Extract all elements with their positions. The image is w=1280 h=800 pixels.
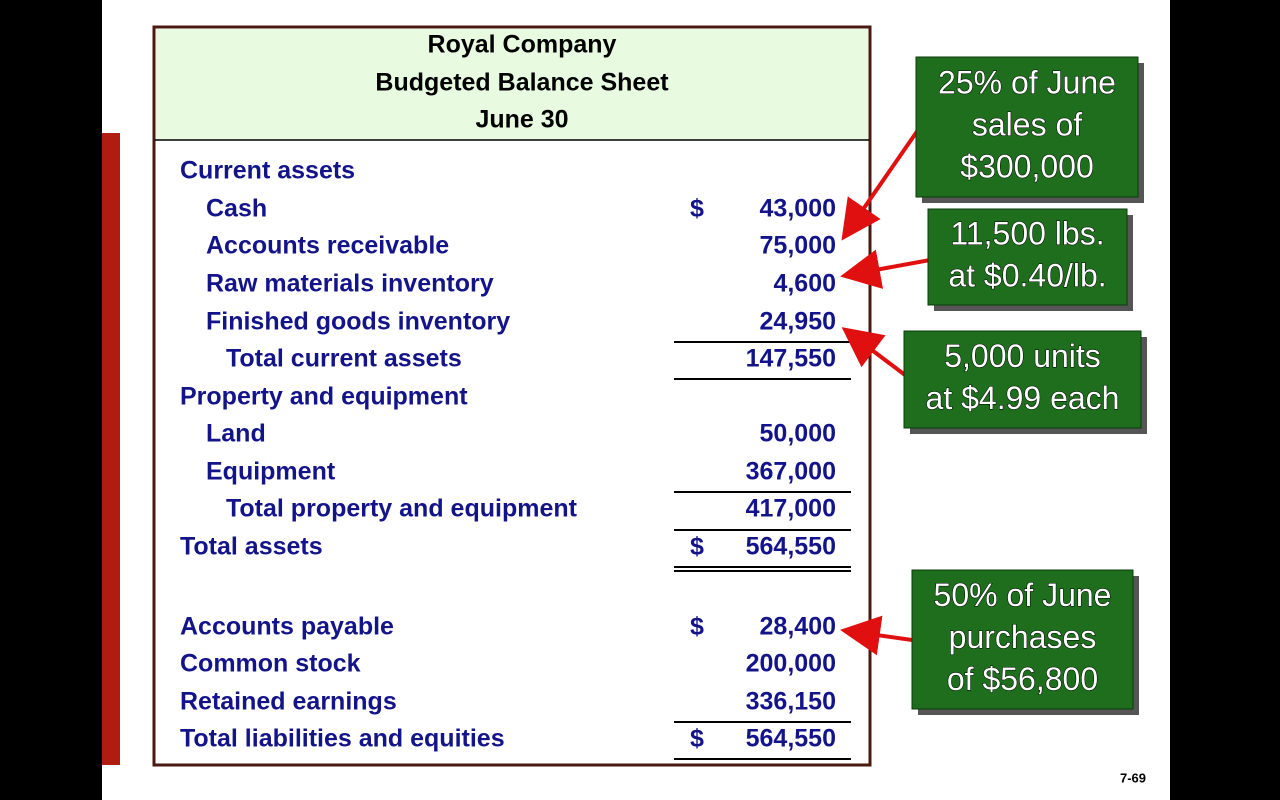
sheet-header: [156, 29, 868, 140]
callouts: 25% of June sales of $300,000 11,500 lbs. at…: [840, 56, 1147, 715]
callout-text: 50% of June: [934, 577, 1112, 613]
row-label: Total assets: [180, 533, 323, 561]
row-label: Current assets: [180, 157, 355, 185]
callout-box: [927, 208, 1128, 306]
amount: 564,550: [746, 725, 836, 753]
rules: [674, 341, 851, 760]
row-label: Accounts payable: [180, 613, 394, 641]
side-bar: [102, 133, 120, 765]
row-label: Total liabilities and equities: [180, 725, 505, 753]
row-label: Property and equipment: [180, 383, 468, 411]
amount: 367,000: [746, 458, 836, 486]
row-label: Finished goods inventory: [206, 308, 510, 336]
currency-sign: $: [690, 725, 704, 753]
callout-text: sales of: [972, 106, 1082, 142]
row-label: Total property and equipment: [226, 495, 578, 523]
callout-text: 5,000 units: [944, 338, 1101, 374]
amount: 564,550: [746, 533, 836, 561]
currency-sign: $: [690, 613, 704, 641]
row-label: Equipment: [206, 458, 336, 486]
row-label: Retained earnings: [180, 688, 397, 716]
callout-box: [911, 569, 1134, 710]
page-number: 7-69: [1120, 770, 1146, 785]
amount: 417,000: [746, 495, 836, 523]
callout-text: 25% of June: [938, 64, 1116, 100]
row-label: Common stock: [180, 650, 361, 678]
row-label: Total current assets: [226, 345, 462, 373]
sheet-box: [152, 25, 872, 767]
row-label: Land: [206, 420, 266, 448]
callout-box: [903, 330, 1142, 429]
amount: 200,000: [746, 650, 836, 678]
currency-sign: $: [690, 533, 704, 561]
callout-text: of $56,800: [947, 661, 1098, 697]
amount: 43,000: [760, 195, 836, 223]
row-label: Cash: [206, 195, 267, 223]
callout-text: at $4.99 each: [926, 380, 1120, 416]
callout-text: 11,500 lbs.: [950, 215, 1104, 251]
callout-box: [915, 56, 1139, 198]
row-label: Accounts receivable: [206, 232, 449, 260]
amount: 24,950: [760, 308, 836, 336]
statement-title: Budgeted Balance Sheet: [375, 69, 669, 97]
statement-date: June 30: [475, 106, 568, 134]
callout-text: $300,000: [960, 148, 1093, 184]
amount: 50,000: [760, 420, 836, 448]
amount: 28,400: [760, 613, 836, 641]
callout-text: purchases: [949, 619, 1097, 655]
company-name: Royal Company: [428, 31, 617, 59]
amount: 4,600: [773, 270, 836, 298]
row-label: Raw materials inventory: [206, 270, 494, 298]
amount: 336,150: [746, 688, 836, 716]
rows: Current assets Cash $43,000 Accounts receiv…: [180, 157, 836, 753]
callout-text: at $0.40/lb.: [948, 257, 1106, 293]
amount: 147,550: [746, 345, 836, 373]
currency-sign: $: [690, 195, 704, 223]
amount: 75,000: [760, 232, 836, 260]
